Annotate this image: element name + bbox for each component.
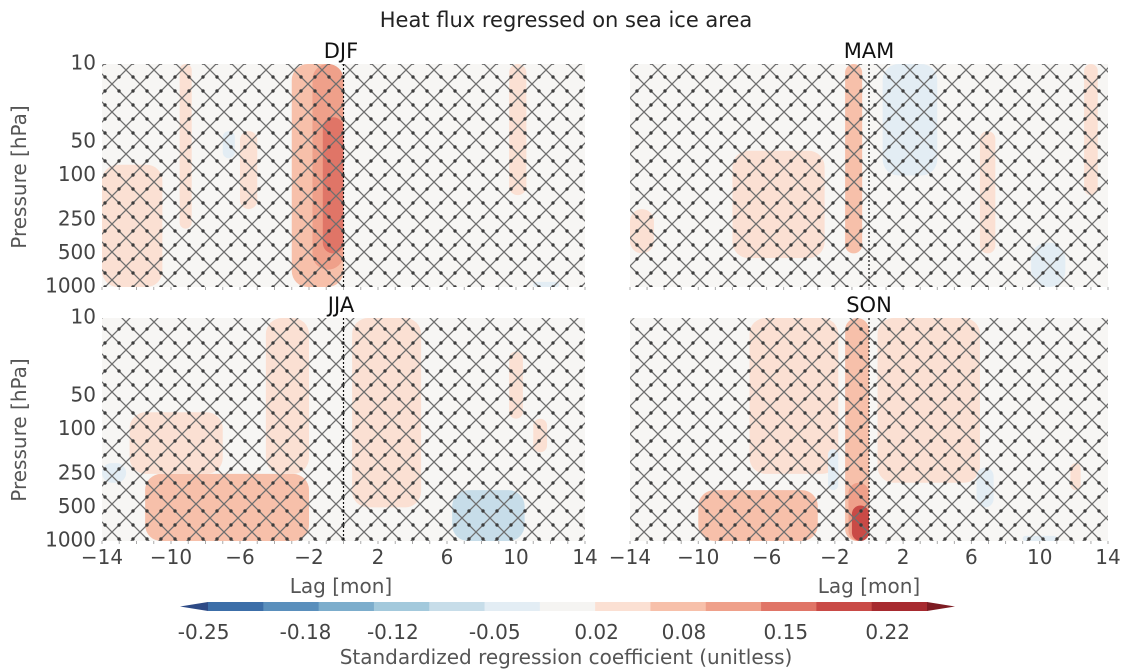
y-tick-label: 50 (71, 382, 96, 406)
colorbar-tick-label: -0.25 (178, 620, 230, 644)
x-tick-label: 14 (572, 545, 597, 569)
figure-title: Heat flux regressed on sea ice area (380, 8, 753, 32)
x-tick-label: 2 (372, 545, 385, 569)
x-tick-label: 6 (441, 545, 454, 569)
panel-mam: MAM (629, 39, 1109, 290)
x-tick-label: 14 (1095, 545, 1120, 569)
colorbar-tick-label: 0.02 (574, 620, 619, 644)
panels: DJF 10 50 100 250 500 1000 MAM JJA 10 50 100 250 500 1… (45, 39, 1121, 569)
y-tick-label: 500 (58, 494, 96, 518)
x-axis-label-left: Lag [mon] (290, 574, 392, 598)
panel-title: DJF (324, 39, 358, 63)
y-tick-label: 10 (71, 51, 96, 75)
colorbar-band (761, 602, 817, 611)
y-axis-labels: Pressure [hPa] Pressure [hPa] (7, 105, 31, 501)
colorbar-tick-label: -0.05 (469, 620, 521, 644)
x-tick-label: 10 (503, 545, 528, 569)
colorbar-tick-label: -0.12 (367, 620, 419, 644)
panel-djf: DJF 10 50 100 250 500 1000 (45, 39, 586, 298)
colorbar-band (539, 602, 596, 611)
x-tick-label: −10 (677, 545, 719, 569)
colorbar-band (373, 602, 430, 611)
colorbar-band (429, 602, 486, 611)
x-tick-label: −10 (150, 545, 192, 569)
y-tick-label: 100 (58, 162, 96, 186)
y-tick-label: 250 (58, 206, 96, 230)
x-tick-label: −6 (752, 545, 781, 569)
panel-son: SON −14 −10 −6 −2 2 6 10 14 (609, 293, 1121, 569)
colorbar-label: Standardized regression coefficient (uni… (340, 645, 793, 669)
colorbar-band (705, 602, 762, 611)
colorbar-band (484, 602, 541, 611)
colorbar-band (208, 602, 264, 611)
x-tick-label: −2 (294, 545, 323, 569)
x-axis-label-right: Lag [mon] (818, 574, 920, 598)
x-tick-label: 6 (965, 545, 978, 569)
x-tick-label: 2 (897, 545, 910, 569)
y-tick-label: 1000 (45, 274, 96, 298)
panel-title: SON (846, 293, 892, 317)
colorbar-band (595, 602, 652, 611)
colorbar-band (650, 602, 707, 611)
colorbar: -0.25 -0.18 -0.12 -0.05 0.02 0.08 0.15 0.22 (178, 602, 955, 644)
colorbar-tick-label: -0.18 (280, 620, 332, 644)
x-tick-label: −14 (81, 545, 123, 569)
colorbar-tick-label: 0.08 (662, 620, 707, 644)
y-tick-label: 100 (58, 416, 96, 440)
y-tick-label: 250 (58, 460, 96, 484)
panel-title: JJA (326, 293, 355, 317)
x-tick-label: −6 (225, 545, 254, 569)
x-tick-label: −2 (820, 545, 849, 569)
colorbar-band (871, 602, 928, 611)
panel-title: MAM (844, 39, 895, 63)
y-tick-label: 50 (71, 128, 96, 152)
y-tick-label: 10 (71, 305, 96, 329)
y-axis-label-top: Pressure [hPa] (7, 105, 31, 248)
colorbar-band (263, 602, 320, 611)
x-tick-label: −14 (609, 545, 651, 569)
y-tick-label: 1000 (45, 528, 96, 552)
colorbar-extend-high (927, 602, 955, 611)
colorbar-band (318, 602, 375, 611)
colorbar-tick-label: 0.22 (865, 620, 910, 644)
colorbar-extend-low (180, 602, 208, 611)
colorbar-tick-label: 0.15 (764, 620, 809, 644)
y-tick-label: 500 (58, 240, 96, 264)
x-tick-label: 10 (1027, 545, 1052, 569)
y-axis-label-bottom: Pressure [hPa] (7, 358, 31, 501)
colorbar-band (816, 602, 873, 611)
panel-jja: JJA 10 50 100 250 500 1000−14 −10 −6 −2 2 6 10 14 (45, 293, 598, 569)
